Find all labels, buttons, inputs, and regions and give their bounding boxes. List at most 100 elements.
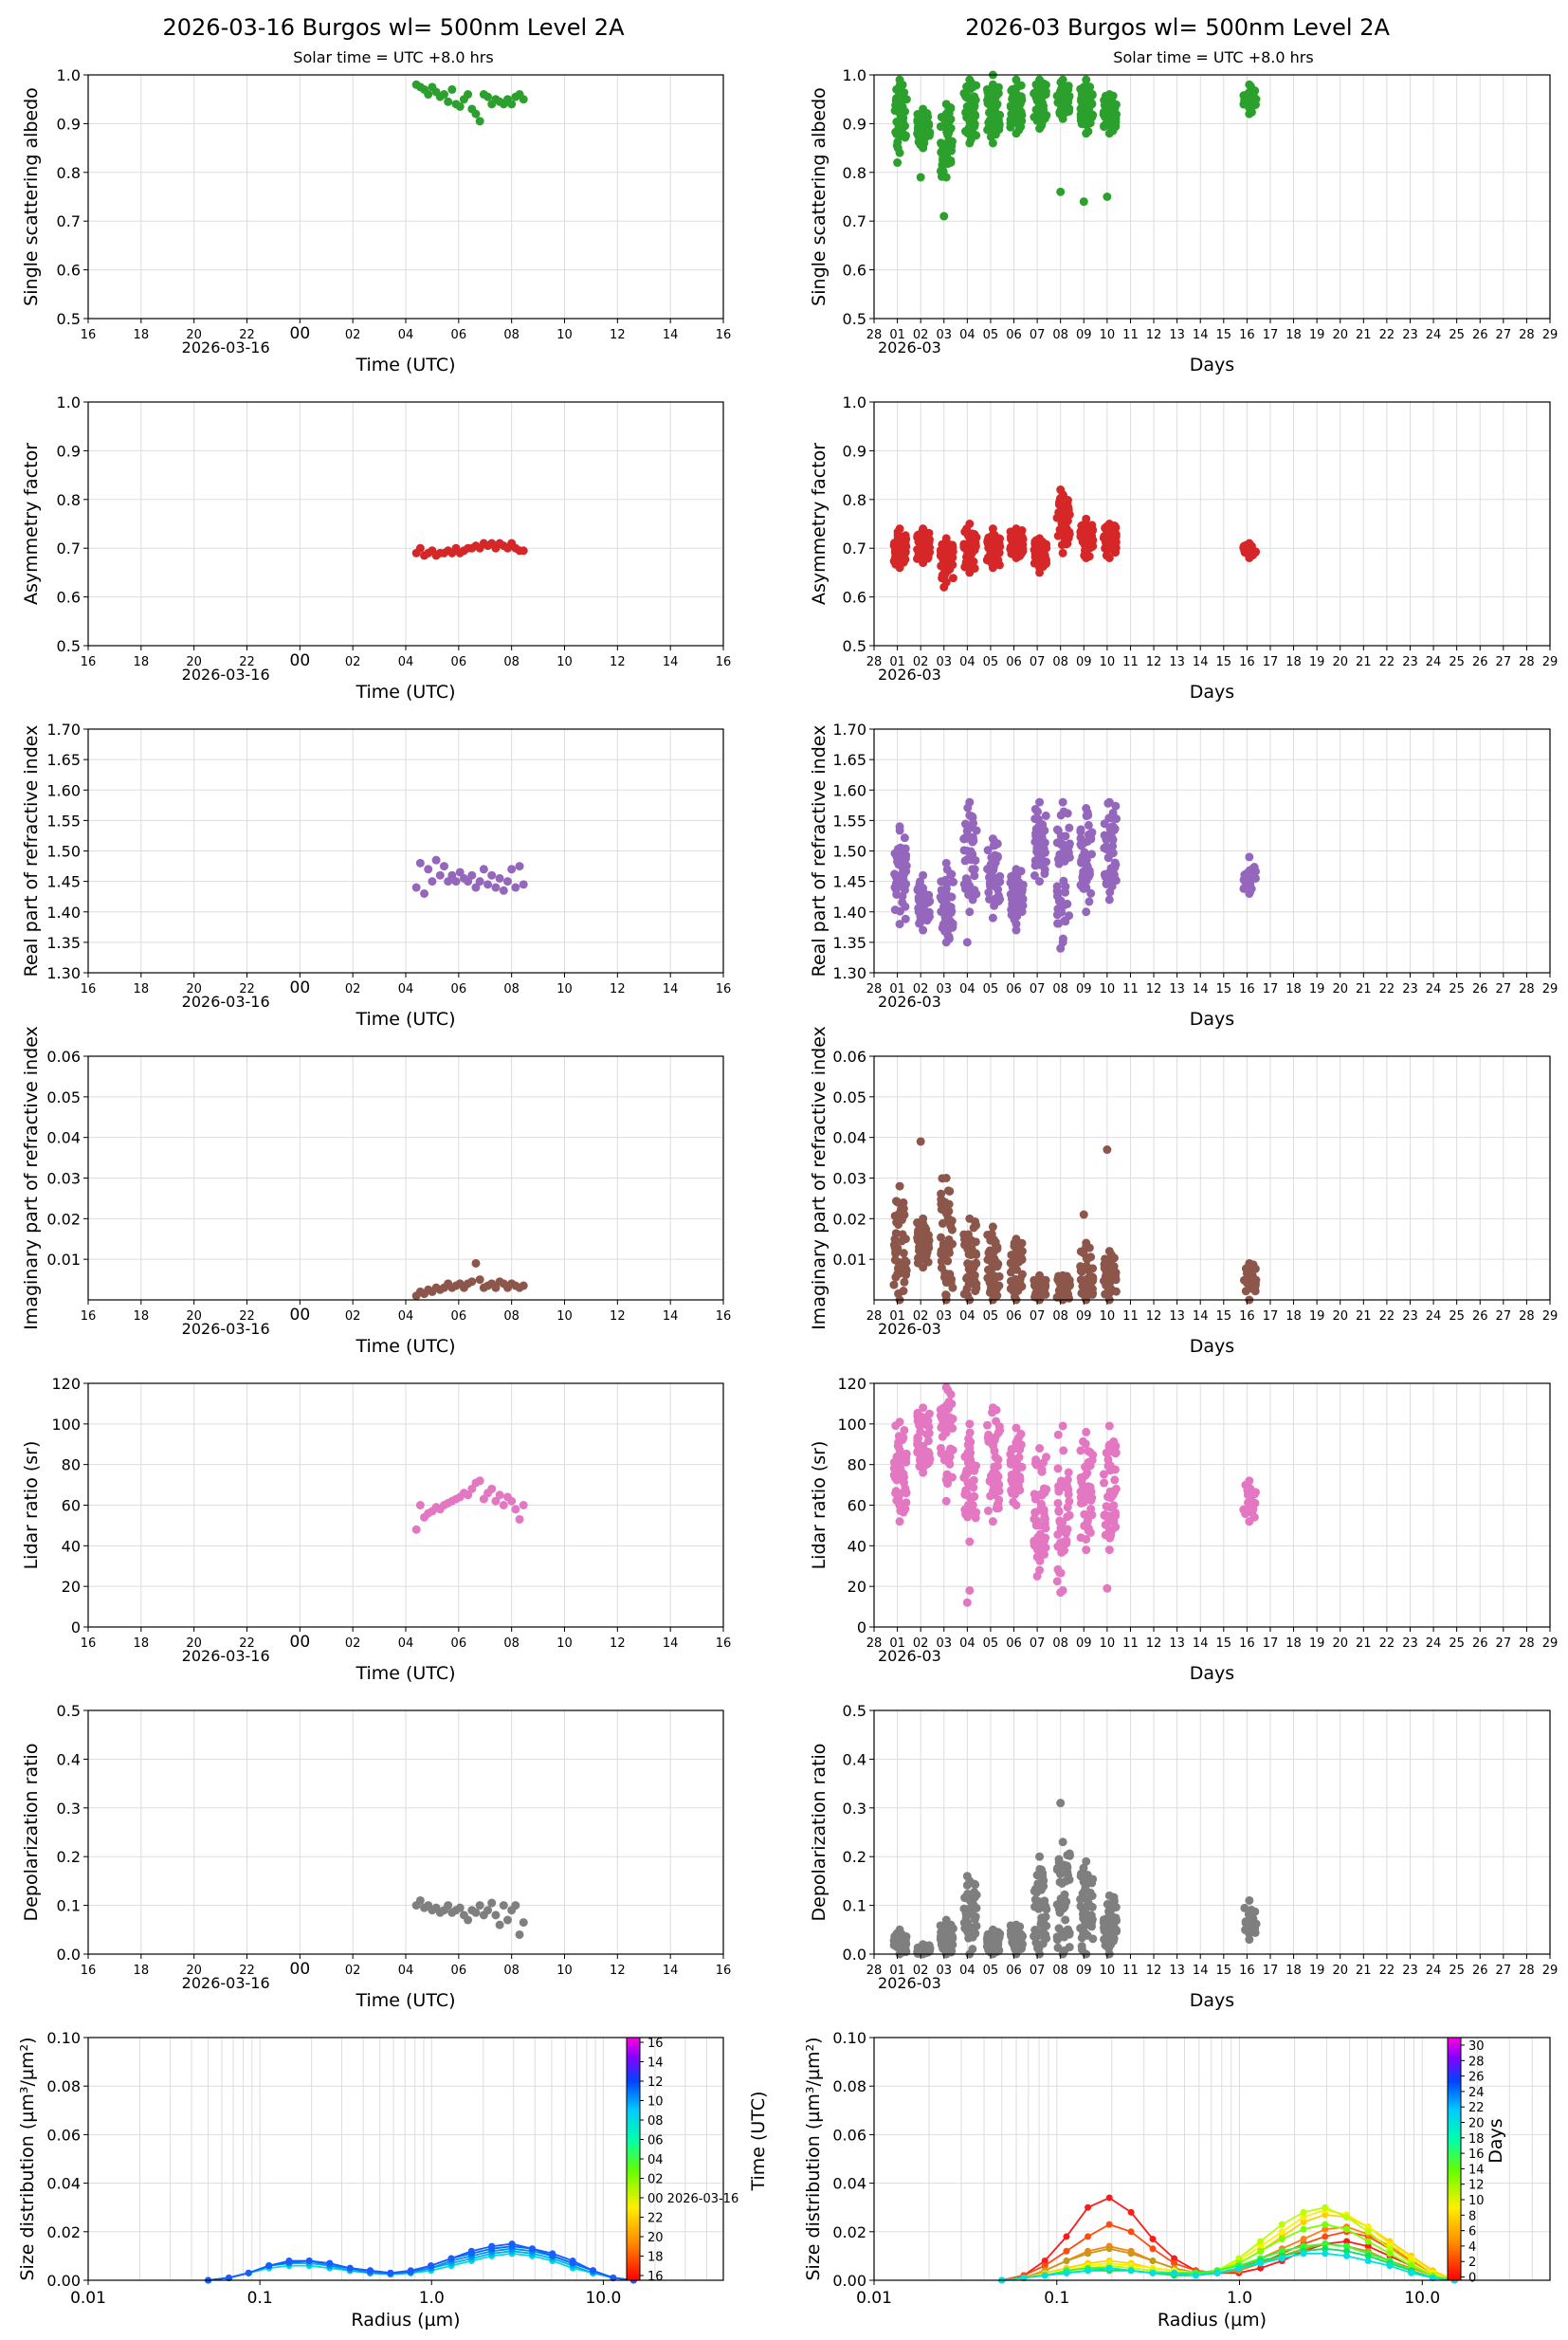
monthly_lidar-xtick-label: 10: [1100, 1636, 1116, 1651]
data-point: [972, 131, 981, 140]
monthly_albedo-xtick-label: 16: [1239, 328, 1255, 342]
daily_lidar-xtick-label: 00: [290, 1633, 311, 1652]
colorbar-tick-label: 6: [1468, 2225, 1476, 2239]
monthly_real-xtick-label: 05: [983, 982, 999, 996]
series-point: [1235, 2264, 1243, 2272]
data-point: [992, 1475, 1001, 1485]
data-point: [937, 877, 946, 887]
data-point: [1007, 1486, 1016, 1495]
data-point: [471, 883, 481, 892]
data-point: [898, 537, 907, 546]
data-point: [483, 880, 493, 889]
daily_asymmetry-xtick-label: 16: [716, 655, 732, 669]
data-point: [988, 871, 997, 881]
daily_asymmetry-xtick-label: 20: [186, 655, 202, 669]
data-point: [922, 907, 932, 917]
monthly_imag-xtick-label: 29: [1542, 1309, 1559, 1324]
data-point: [988, 1403, 997, 1413]
data-point: [1057, 105, 1067, 115]
data-point: [922, 536, 932, 545]
data-point: [1008, 890, 1017, 900]
data-point: [940, 116, 950, 125]
left-subtitle: Solar time = UTC +8.0 hrs: [293, 48, 493, 66]
data-point: [892, 871, 902, 881]
data-point: [1035, 1852, 1045, 1861]
daily_depol-xtick-label: 00: [290, 1960, 311, 1979]
data-point: [1040, 838, 1049, 848]
data-point: [1104, 797, 1114, 807]
series-point: [1063, 2258, 1070, 2265]
daily_size-series: [205, 2240, 637, 2284]
data-point: [1059, 514, 1068, 523]
data-point: [968, 865, 977, 874]
data-point: [960, 856, 970, 866]
data-point: [937, 1263, 946, 1272]
monthly_albedo-xtick-label: 28: [866, 328, 883, 342]
daily_lidar-panel: 0 20 40 60 80 100 120 16 18 20 22 00 02 04 06 08 10 12 14 1…: [21, 1375, 731, 1684]
daily_real-xtick-label: 04: [398, 982, 414, 996]
data-point: [1012, 553, 1021, 562]
data-point: [1083, 1254, 1092, 1264]
monthly_depol-ytick-label: 0.0: [843, 1946, 866, 1964]
monthly_size-panel: 0.00 0.02 0.04 0.06 0.08 0.10 0.01 0.1 1.0 10.0 Ra…: [803, 2029, 1551, 2331]
data-point: [1104, 1247, 1114, 1256]
data-point: [914, 1246, 923, 1255]
data-point: [964, 1478, 974, 1488]
monthly_real-xtick-label: 28: [866, 982, 883, 996]
data-point: [1087, 850, 1097, 859]
data-point: [965, 1214, 975, 1223]
daily_real-points: [411, 855, 528, 898]
monthly_asymmetry-xtick-label: 05: [983, 655, 999, 669]
data-point: [1079, 1436, 1088, 1446]
data-point: [971, 111, 980, 120]
monthly_depol-xtick-label: 18: [1285, 1964, 1302, 1978]
monthly_lidar-xtick-label: 02: [913, 1636, 929, 1651]
daily_lidar-ytick-label: 0: [71, 1618, 81, 1636]
data-point: [1030, 837, 1040, 847]
data-point: [1030, 871, 1039, 881]
data-point: [435, 870, 445, 880]
daily_imag-xtick-label: 22: [239, 1309, 255, 1324]
monthly_albedo-ylabel: Single scattering albedo: [809, 87, 830, 306]
right-subtitle: Solar time = UTC +8.0 hrs: [1113, 48, 1313, 66]
data-point: [921, 1447, 930, 1456]
data-point: [495, 873, 504, 883]
daily_size-ytick-label: 0.08: [46, 2077, 81, 2095]
colorbar-tick-label: 16: [1468, 2148, 1485, 2162]
data-point: [990, 1484, 999, 1493]
monthly_real-ytick-label: 1.55: [832, 812, 866, 830]
daily_real-xtick-label: 02: [345, 982, 361, 996]
data-point: [889, 539, 899, 548]
monthly_asymmetry-ytick-label: 0.8: [843, 491, 866, 509]
data-point: [1111, 1441, 1121, 1451]
data-point: [455, 1903, 465, 1912]
data-point: [891, 1489, 901, 1498]
daily_depol-xtick-label: 18: [134, 1964, 150, 1978]
daily_lidar-ytick-label: 80: [62, 1456, 81, 1474]
data-point: [1099, 1915, 1108, 1925]
colorbar-tick-label: 04: [647, 2153, 664, 2167]
monthly_asymmetry-xtick-label: 10: [1100, 655, 1116, 669]
data-point: [970, 871, 979, 881]
data-point: [411, 883, 421, 892]
data-point: [899, 1937, 908, 1947]
data-point: [964, 532, 974, 541]
data-point: [487, 1898, 497, 1908]
data-point: [1015, 1472, 1025, 1482]
monthly_real-xtick-label: 07: [1030, 982, 1046, 996]
data-point: [1056, 1588, 1066, 1598]
colorbar-tick-label: 26: [1468, 2071, 1485, 2085]
daily_asymmetry-xtick-label: 18: [134, 655, 150, 669]
daily_size-ylabel: Size distribution (µm³/µm²): [17, 2037, 38, 2280]
monthly_real-xtick-label: 04: [959, 982, 975, 996]
data-point: [1081, 85, 1090, 95]
data-point: [1014, 1257, 1024, 1267]
data-point: [1077, 1265, 1086, 1274]
data-point: [1062, 1536, 1071, 1545]
monthly_real-xtick-label: 08: [1052, 982, 1068, 996]
data-point: [1059, 1446, 1068, 1455]
data-point: [1054, 1857, 1064, 1867]
monthly_imag-xtick-label: 14: [1193, 1309, 1209, 1324]
data-point: [895, 75, 904, 84]
data-point: [1030, 1494, 1040, 1504]
